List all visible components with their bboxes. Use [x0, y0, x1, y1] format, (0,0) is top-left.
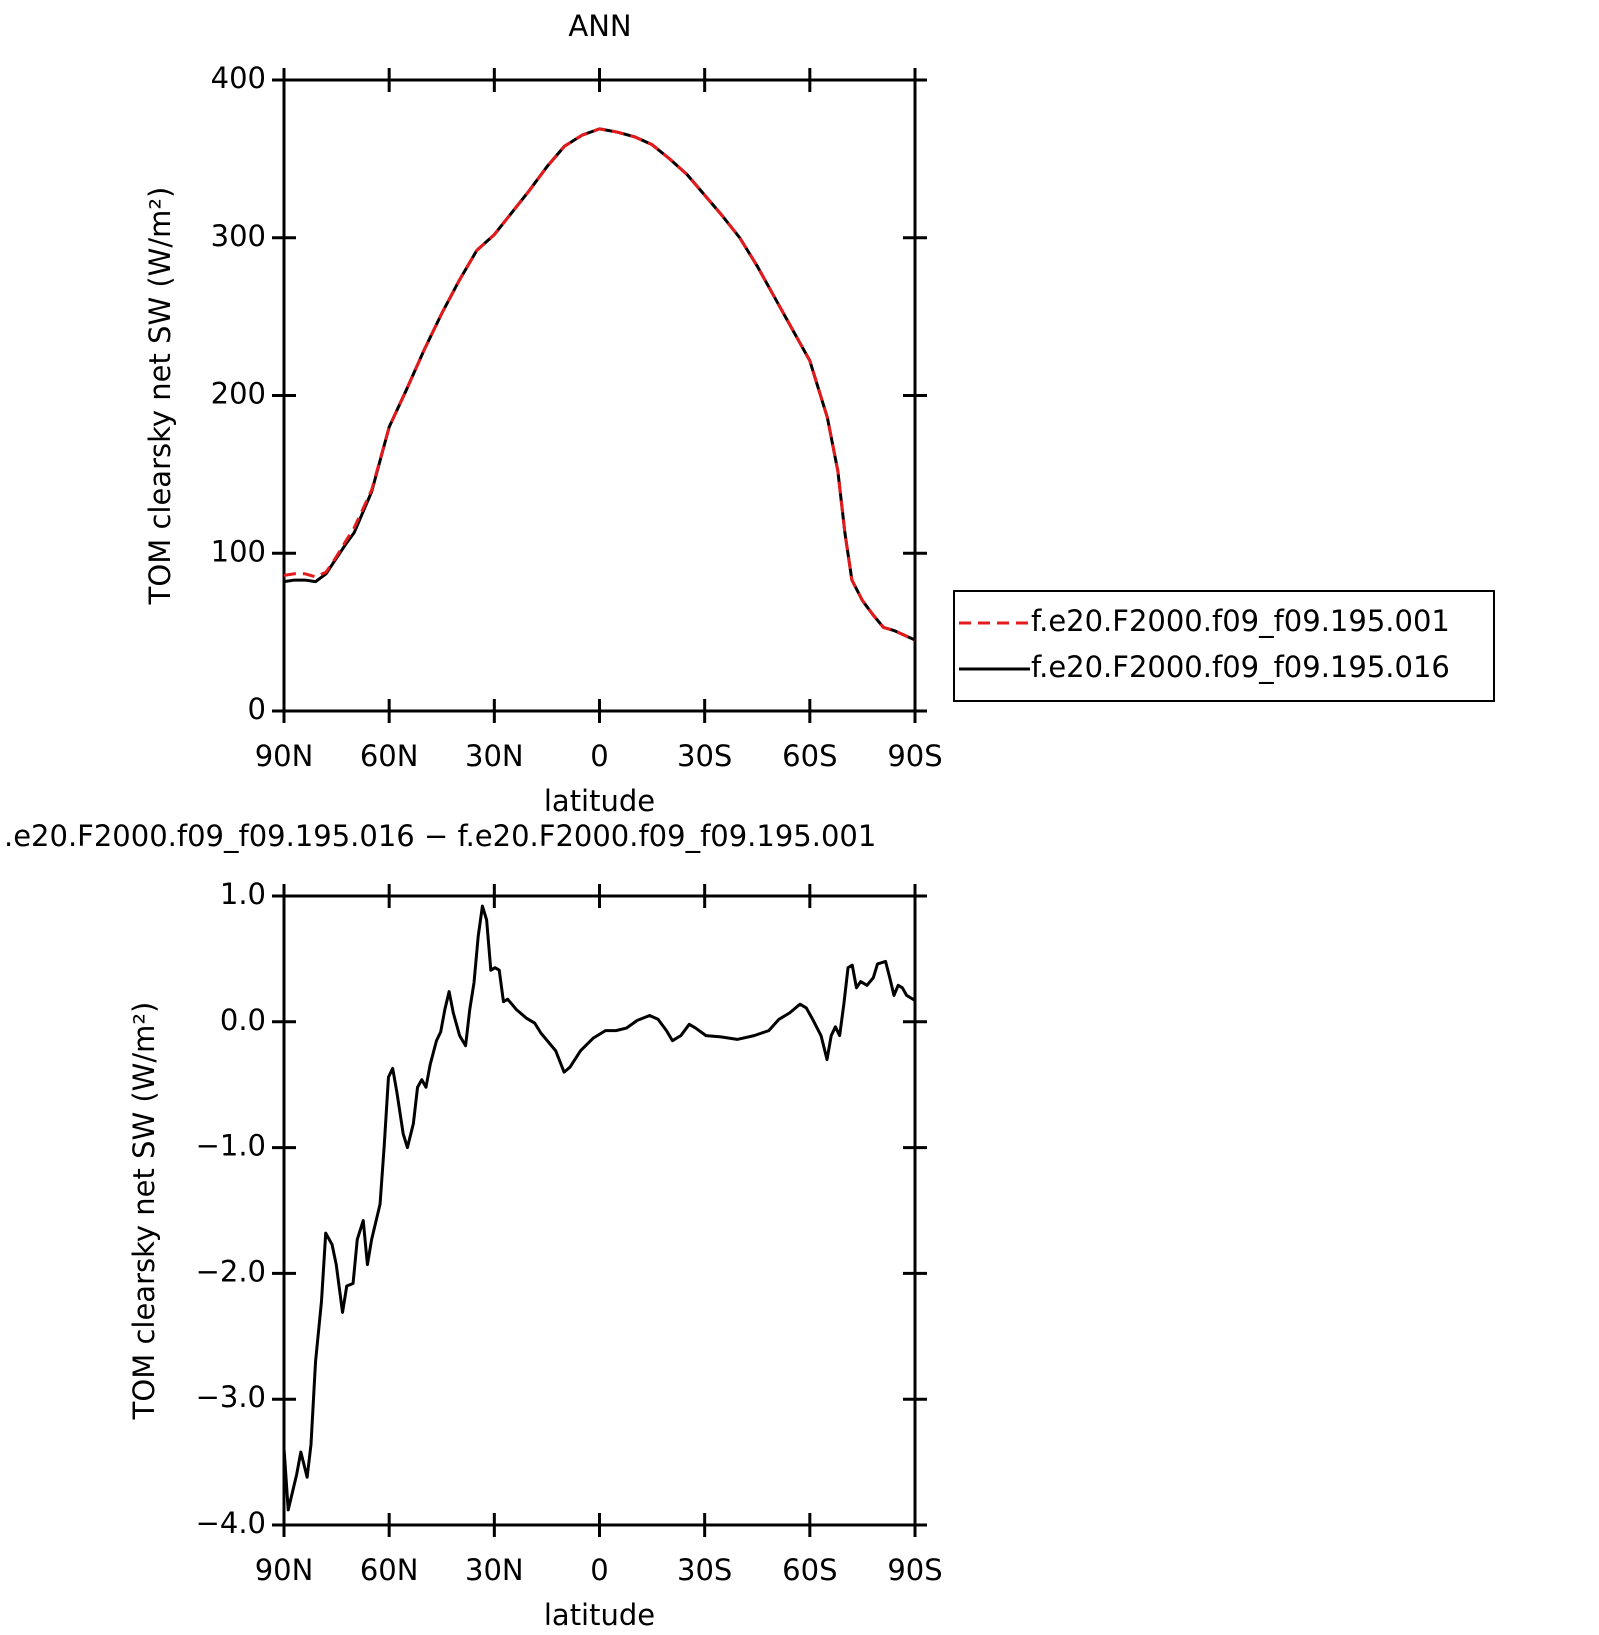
- x-tick-label: 0: [590, 739, 608, 773]
- x-tick-label: 30N: [465, 739, 524, 773]
- x-tick-label: 90S: [887, 739, 942, 773]
- y-tick-label: 0: [248, 692, 266, 726]
- y-tick-label: 0.0: [220, 1003, 266, 1037]
- data-line: [282, 904, 916, 1512]
- data-line: [283, 127, 916, 642]
- x-tick-label: 30S: [677, 739, 732, 773]
- x-tick-label: 60S: [782, 739, 837, 773]
- x-tick-label: 30S: [677, 1553, 732, 1587]
- x-tick-label: 60N: [360, 739, 419, 773]
- x-tick-label: 60N: [360, 1553, 419, 1587]
- chart-title: .e20.F2000.f09_f09.195.016 − f.e20.F2000…: [4, 819, 876, 853]
- x-tick-label: 60S: [782, 1553, 837, 1587]
- y-tick-label: −3.0: [196, 1380, 266, 1414]
- x-tick-label: 0: [590, 1553, 608, 1587]
- y-tick-label: 300: [211, 219, 266, 253]
- y-tick-label: 100: [211, 534, 266, 568]
- data-line: [283, 127, 916, 642]
- x-tick-label: 90N: [255, 1553, 314, 1587]
- y-tick-label: −2.0: [196, 1254, 266, 1288]
- y-tick-label: 200: [211, 377, 266, 411]
- x-tick-label: 90S: [887, 1553, 942, 1587]
- y-tick-label: 400: [211, 61, 266, 95]
- y-tick-label: 1.0: [220, 877, 266, 911]
- x-tick-label: 30N: [465, 1553, 524, 1587]
- y-axis-label: TOM clearsky net SW (W/m²): [127, 1002, 161, 1421]
- chart-title: ANN: [568, 9, 631, 43]
- legend-label: f.e20.F2000.f09_f09.195.001: [1031, 604, 1450, 638]
- x-axis-label: latitude: [544, 784, 655, 818]
- x-axis-label: latitude: [544, 1598, 655, 1632]
- legend-box: [953, 590, 1495, 702]
- y-tick-label: −1.0: [196, 1129, 266, 1163]
- legend-label: f.e20.F2000.f09_f09.195.016: [1031, 650, 1450, 684]
- y-tick-label: −4.0: [196, 1506, 266, 1540]
- x-tick-label: 90N: [255, 739, 314, 773]
- y-axis-label: TOM clearsky net SW (W/m²): [143, 187, 177, 606]
